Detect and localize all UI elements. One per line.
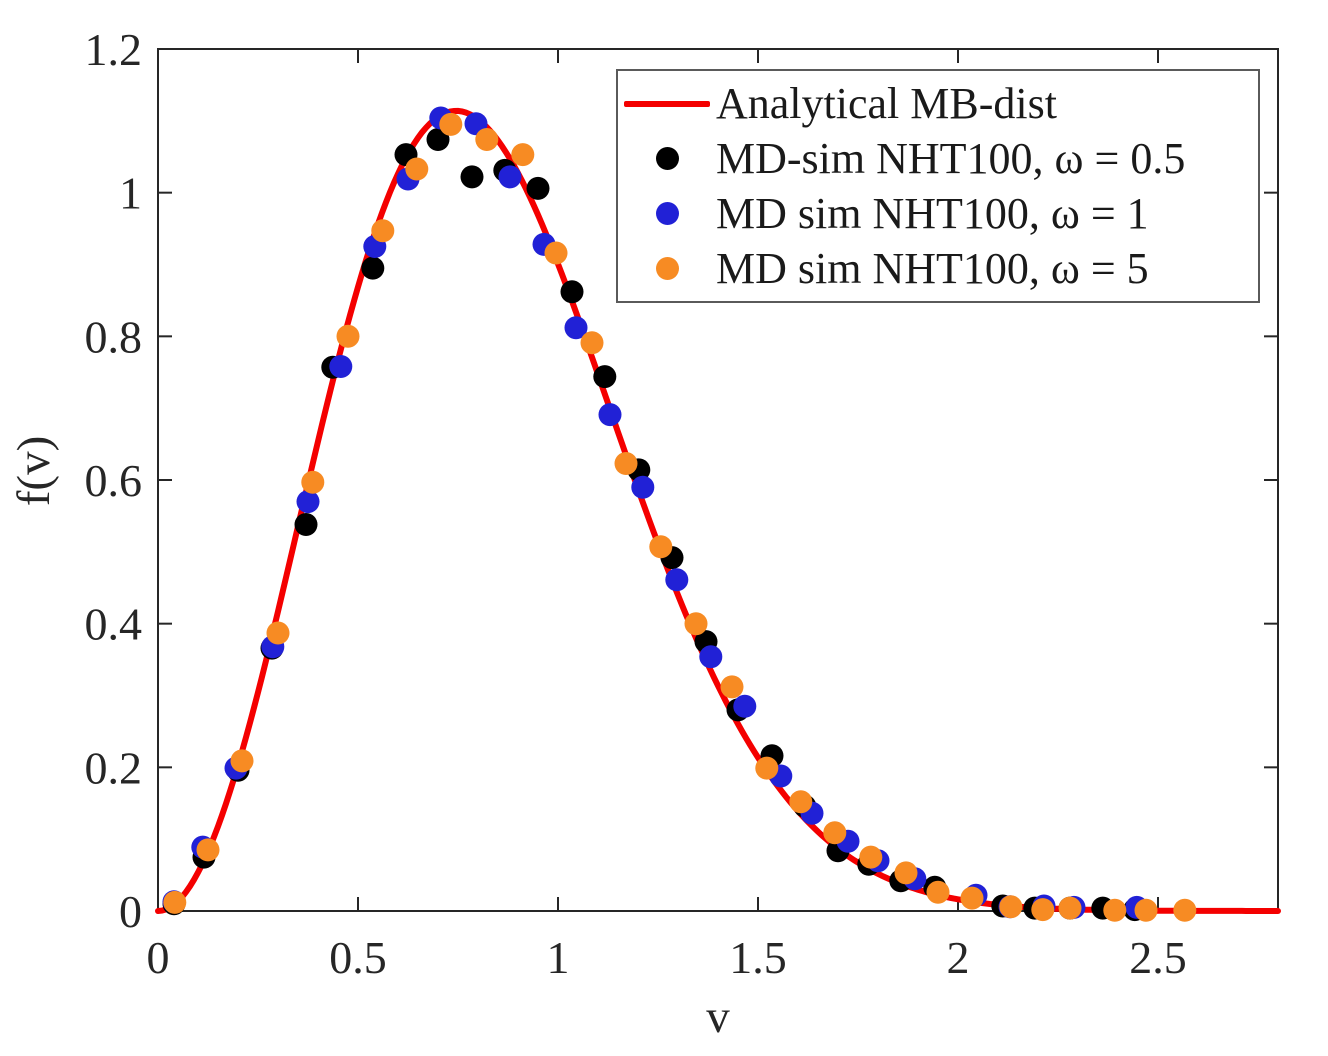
data-point xyxy=(960,886,984,910)
data-point xyxy=(823,821,847,845)
data-point xyxy=(926,880,950,904)
legend-label: Analytical MB-dist xyxy=(716,78,1057,128)
data-point xyxy=(665,568,689,592)
data-point xyxy=(460,165,484,189)
x-tick-label: 1.5 xyxy=(729,932,787,983)
data-point xyxy=(1058,896,1082,920)
data-point xyxy=(789,790,813,814)
data-point xyxy=(720,675,744,699)
data-point xyxy=(560,280,584,304)
data-point xyxy=(999,895,1023,919)
data-point xyxy=(230,749,254,773)
legend-item-omega-5: MD sim NHT100, ω = 5 xyxy=(618,242,1258,296)
data-point xyxy=(426,128,450,151)
legend-swatch xyxy=(618,100,716,107)
y-tick-label: 0.2 xyxy=(85,742,143,793)
data-point xyxy=(598,403,622,427)
data-point xyxy=(649,535,673,559)
data-point xyxy=(1134,898,1158,922)
data-point xyxy=(371,219,395,243)
data-point xyxy=(1103,898,1127,922)
data-point xyxy=(564,316,588,340)
y-tick-label: 0.6 xyxy=(85,455,143,506)
data-point xyxy=(329,355,353,378)
data-point xyxy=(614,452,638,475)
legend-swatch xyxy=(618,202,716,225)
y-tick-label: 1 xyxy=(119,168,142,219)
legend-swatch xyxy=(618,257,716,280)
data-point xyxy=(631,475,655,499)
data-point xyxy=(196,838,220,862)
data-point xyxy=(301,470,325,494)
legend-marker-orange-dot xyxy=(655,257,679,280)
x-tick-label: 2.5 xyxy=(1129,932,1187,983)
y-tick-label: 0 xyxy=(119,886,142,937)
data-point xyxy=(294,513,318,536)
data-point xyxy=(894,861,918,885)
legend-label: MD sim NHT100, ω = 1 xyxy=(716,188,1149,238)
data-point xyxy=(593,365,617,389)
y-tick-label: 1.2 xyxy=(85,24,143,75)
data-point xyxy=(475,128,499,151)
data-point xyxy=(580,331,604,355)
legend-item-omega-1: MD sim NHT100, ω = 1 xyxy=(618,187,1258,241)
data-point xyxy=(1173,898,1197,922)
data-point xyxy=(733,694,757,718)
data-point xyxy=(755,756,779,780)
data-point xyxy=(684,612,708,636)
data-point xyxy=(699,645,723,669)
x-tick-label: 1 xyxy=(547,932,570,983)
x-tick-label: 0.5 xyxy=(329,932,387,983)
y-tick-label: 0.8 xyxy=(85,311,143,362)
series-orange-omega-5 xyxy=(163,112,1197,922)
data-point xyxy=(439,112,463,136)
legend: Analytical MB-dist MD-sim NHT100, ω = 0.… xyxy=(616,69,1260,303)
data-point xyxy=(526,176,550,200)
legend-marker-blue-dot xyxy=(655,202,679,225)
y-axis-label: f(v) xyxy=(8,435,60,507)
data-point xyxy=(1031,898,1055,922)
x-tick-label: 0 xyxy=(147,932,170,983)
x-axis-label: v xyxy=(706,991,730,1043)
legend-line-sample xyxy=(624,100,710,107)
legend-swatch xyxy=(618,147,716,170)
data-point xyxy=(163,890,187,914)
data-point xyxy=(296,490,320,514)
legend-label: MD-sim NHT100, ω = 0.5 xyxy=(716,133,1186,183)
data-point xyxy=(336,324,360,348)
x-tick-label: 2 xyxy=(947,932,970,983)
data-point xyxy=(498,165,522,189)
data-point xyxy=(405,157,429,181)
legend-label: MD sim NHT100, ω = 5 xyxy=(716,243,1149,293)
legend-item-analytical: Analytical MB-dist xyxy=(618,77,1258,131)
y-tick-label: 0.4 xyxy=(85,599,143,650)
data-point xyxy=(859,845,883,869)
data-point xyxy=(361,256,385,280)
legend-item-omega-0-5: MD-sim NHT100, ω = 0.5 xyxy=(618,132,1258,186)
data-point xyxy=(266,621,290,645)
data-point xyxy=(544,241,568,265)
legend-marker-black-dot xyxy=(655,147,679,170)
data-point xyxy=(511,143,535,167)
